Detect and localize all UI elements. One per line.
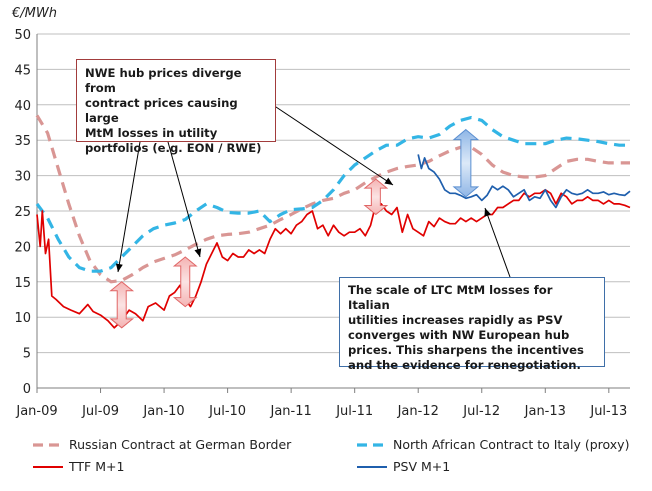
y-tick-label: 10	[14, 311, 31, 326]
legend-label: TTF M+1	[68, 459, 124, 474]
annotation-line: NWE hub prices diverge from	[85, 66, 242, 95]
callout-arrowhead	[115, 263, 123, 272]
annotation-line: converges with NW European hub	[348, 328, 570, 342]
annotation-nwe: NWE hub prices diverge from contract pri…	[76, 59, 276, 155]
annotation-line: The scale of LTC MtM losses for Italian	[348, 283, 553, 312]
axes: 0 5 10 15 20 25 30 35 40 45 50 Jan-09 Jul-09 Jan-10 Ju…	[14, 28, 630, 419]
legend-label: PSV M+1	[393, 459, 450, 474]
legend-label: Russian Contract at German Border	[69, 437, 292, 452]
callout-arrowhead	[194, 248, 202, 257]
series-line-psv-m-1	[417, 154, 631, 209]
callout-arrowhead	[484, 208, 492, 217]
y-tick-label: 20	[14, 240, 31, 255]
annotation-line: portfolios (e.g. EON / RWE)	[85, 141, 262, 155]
spread-arrow	[452, 128, 480, 198]
arrows-layer	[109, 128, 480, 329]
y-tick-label: 5	[23, 347, 31, 362]
y-tick-label: 50	[14, 28, 31, 43]
y-axis-label: €/MWh	[11, 6, 57, 21]
annotation-line: prices. This sharpens the incentives	[348, 343, 584, 357]
series-line-ttf-m-1	[36, 188, 631, 329]
x-tick-label: Jul-10	[208, 404, 246, 419]
annotation-italy: The scale of LTC MtM losses for Italian …	[339, 277, 605, 372]
x-tick-label: Jan-09	[15, 404, 57, 419]
y-tick-label: 15	[14, 276, 31, 291]
y-tick-label: 45	[14, 63, 31, 78]
annotation-line: MtM losses in utility	[85, 126, 218, 140]
annotation-line: and the evidence for renegotiation.	[348, 358, 581, 372]
callout-line	[117, 141, 141, 273]
y-tick-label: 25	[14, 205, 31, 220]
x-tick-label: Jul-09	[81, 404, 119, 419]
callout-lines	[115, 102, 511, 278]
y-tick-label: 0	[23, 382, 31, 397]
x-tick-label: Jan-10	[142, 404, 184, 419]
spread-arrow	[172, 256, 198, 308]
annotation-line: utilities increases rapidly as PSV	[348, 313, 563, 327]
callout-arrowhead	[384, 177, 393, 185]
y-tick-label: 35	[14, 134, 31, 149]
spread-arrow	[363, 178, 389, 216]
y-tick-label: 40	[14, 99, 31, 114]
series-line-north-african-contract-to-italy-proxy	[35, 115, 630, 273]
x-tick-label: Jan-13	[524, 404, 566, 419]
callout-line	[269, 102, 394, 186]
y-tick-label: 30	[14, 170, 31, 185]
legend-label: North African Contract to Italy (proxy)	[393, 437, 629, 452]
x-tick-label: Jul-12	[462, 404, 500, 419]
x-tick-label: Jul-11	[335, 404, 373, 419]
x-tick-label: Jan-12	[397, 404, 439, 419]
callout-line	[167, 141, 201, 258]
spread-arrow	[109, 281, 135, 329]
legend: Russian Contract at German Border North A…	[33, 437, 629, 474]
x-tick-label: Jan-11	[270, 404, 312, 419]
annotation-line: contract prices causing large	[85, 96, 238, 125]
callout-line	[484, 207, 511, 278]
x-tick-label: Jul-13	[589, 404, 627, 419]
series-layer	[35, 114, 631, 329]
